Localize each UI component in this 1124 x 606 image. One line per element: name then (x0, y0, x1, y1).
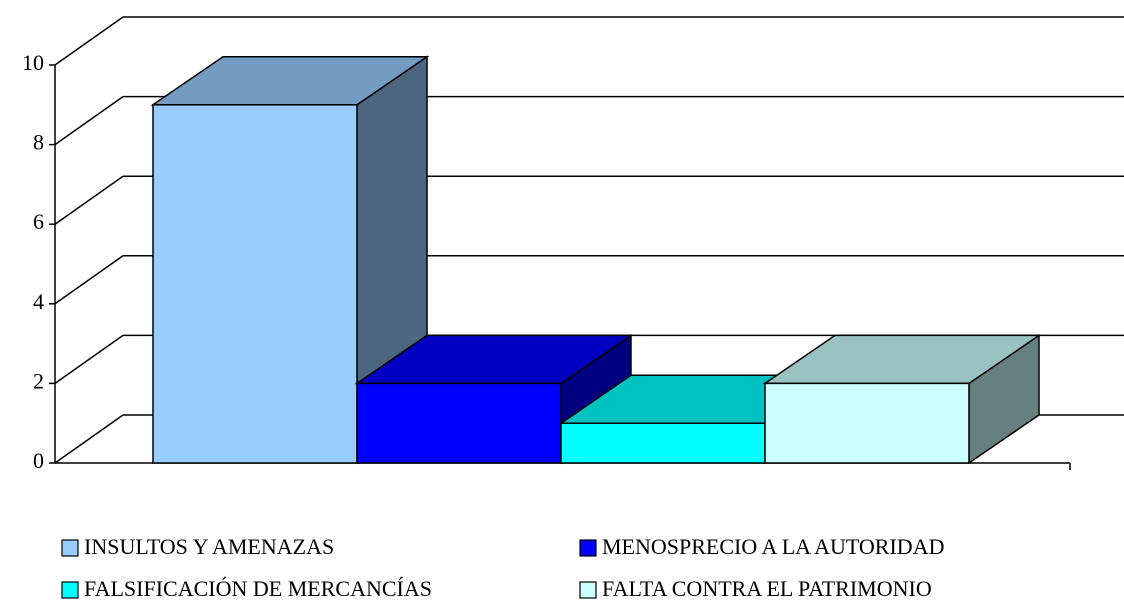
legend-swatch (579, 581, 597, 599)
grid-line (54, 16, 124, 66)
y-tick-label: 0 (33, 448, 44, 473)
y-tick-label: 10 (22, 50, 44, 75)
y-tick-label: 8 (33, 130, 44, 155)
legend-swatch (61, 581, 79, 599)
bar (356, 382, 562, 464)
legend-label: INSULTOS Y AMENAZAS (84, 534, 334, 559)
legend-label: MENOSPRECIO A LA AUTORIDAD (602, 534, 944, 559)
grid-line (54, 334, 124, 385)
legend-label: FALTA CONTRA EL PATRIMONIO (602, 576, 932, 601)
y-tick-label: 6 (33, 209, 44, 234)
bar (764, 382, 970, 464)
bar (152, 104, 358, 464)
legend-label: FALSIFICACIÓN DE MERCANCÍAS (84, 576, 432, 601)
grid-line (54, 175, 124, 225)
legend-swatch (579, 539, 597, 557)
y-tick-label: 4 (33, 289, 44, 314)
grid-line (54, 414, 124, 464)
grid-line (54, 255, 124, 305)
legend-swatch (61, 539, 79, 557)
grid-line (54, 95, 124, 146)
bar (560, 422, 766, 464)
y-tick-label: 2 (33, 368, 44, 393)
